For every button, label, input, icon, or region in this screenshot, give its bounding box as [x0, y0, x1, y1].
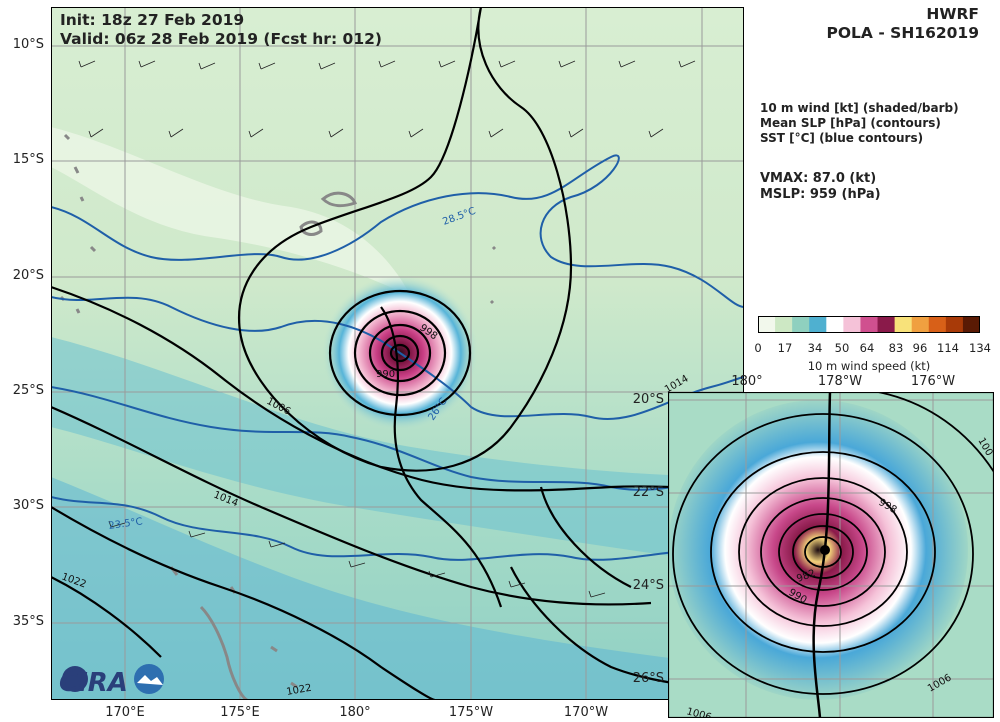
legend-line: Mean SLP [hPa] (contours)	[760, 116, 941, 130]
contour-label: 1022	[286, 683, 313, 698]
colorbar-segment	[826, 316, 844, 333]
inset-lat-label: 24°S	[632, 578, 664, 593]
wind-barbs	[78, 60, 696, 608]
inset-lat-label: 26°S	[632, 671, 664, 686]
lat-label: 35°S	[12, 614, 44, 629]
inset-lon-label: 178°W	[817, 374, 863, 389]
colorbar-ticks: 0 17 34 50 64 83 96 114 134	[743, 341, 1000, 357]
colorbar-segment	[843, 316, 861, 333]
colorbar-segment	[775, 316, 793, 333]
colorbar-tick: 17	[777, 341, 793, 355]
colorbar-tick: 83	[888, 341, 904, 355]
colorbar-segment	[792, 316, 810, 333]
lat-label: 10°S	[12, 37, 44, 52]
storm-name: POLA - SH162019	[826, 24, 979, 42]
colorbar-tick: 34	[807, 341, 823, 355]
graticule	[51, 7, 744, 700]
colorbar-tick: 96	[912, 341, 928, 355]
colorbar-segment	[911, 316, 930, 333]
legend-line: SST [°C] (blue contours)	[760, 131, 924, 145]
main-map: 1006 1014 1022 1022 1014 998 990 28.5°C …	[50, 6, 745, 702]
lat-label: 20°S	[12, 268, 44, 283]
lat-label: 25°S	[12, 383, 44, 398]
lon-label: 175°W	[448, 705, 494, 720]
model-name: HWRF	[926, 5, 979, 23]
main-map-canvas: 1006 1014 1022 1022 1014 998 990 28.5°C …	[50, 6, 745, 702]
vmax-value: VMAX: 87.0 (kt)	[760, 171, 877, 186]
colorbar-tick: 64	[859, 341, 875, 355]
cira-logo	[62, 664, 164, 694]
inset-slp-contours	[672, 391, 995, 719]
colorbar-segment	[962, 316, 981, 333]
colorbar-segment	[758, 316, 776, 333]
sst-contours	[50, 154, 745, 561]
colorbar-tick: 0	[754, 341, 762, 355]
colorbar-segment	[945, 316, 964, 333]
lon-label: 180°	[339, 705, 371, 720]
colorbar-canvas	[758, 316, 981, 333]
colorbar-tick: 50	[834, 341, 850, 355]
inset-lat-label: 22°S	[632, 485, 664, 500]
slp-contours	[50, 6, 745, 702]
storm-wind-core	[668, 400, 968, 700]
legend-line: 10 m wind [kt] (shaded/barb)	[760, 101, 959, 115]
colorbar-segment	[928, 316, 947, 333]
cira-logo-text: CIRA	[59, 668, 128, 698]
lon-label: 170°E	[105, 705, 145, 720]
land-outline	[59, 133, 497, 702]
storm-eye	[820, 545, 830, 555]
calm-area	[51, 127, 411, 297]
colorbar-segment	[809, 316, 827, 333]
init-time: Init: 18z 27 Feb 2019	[60, 11, 245, 29]
colorbar-tick: 134	[969, 341, 991, 355]
lon-label: 175°E	[220, 705, 260, 720]
colorbar-segment	[860, 316, 879, 333]
inset-lon-label: 176°W	[910, 374, 956, 389]
mslp-value: MSLP: 959 (hPa)	[760, 187, 881, 202]
colorbar-label: 10 m wind speed (kt)	[807, 359, 931, 373]
lat-label: 30°S	[12, 498, 44, 513]
valid-time: Valid: 06z 28 Feb 2019 (Fcst hr: 012)	[60, 30, 382, 48]
sst-label: 23.5°C	[108, 516, 143, 532]
lat-label: 15°S	[12, 152, 44, 167]
contour-label: 990	[376, 369, 395, 380]
colorbar-segment	[877, 316, 896, 333]
colorbar	[758, 316, 981, 333]
inset-lat-label: 20°S	[632, 392, 664, 407]
inset-lon-label: 180°	[731, 374, 763, 389]
colorbar-tick: 114	[937, 341, 959, 355]
inset-map-canvas: 998 990 982 1006 1006 100	[667, 391, 995, 722]
lon-label: 170°W	[563, 705, 609, 720]
colorbar-segment	[894, 316, 913, 333]
inset-map: 998 990 982 1006 1006 100	[667, 391, 995, 722]
